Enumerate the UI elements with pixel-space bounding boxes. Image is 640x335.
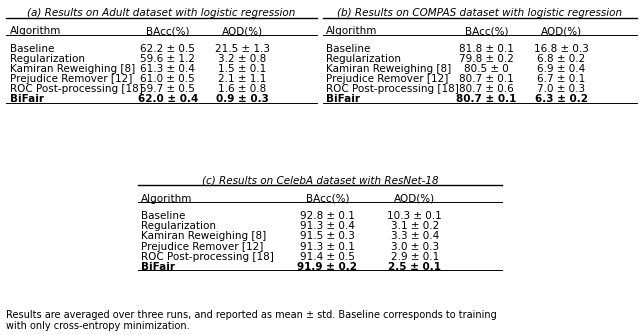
Text: BiFair: BiFair	[10, 94, 44, 104]
Text: BiFair: BiFair	[141, 262, 175, 272]
Text: 1.5 ± 0.1: 1.5 ± 0.1	[218, 64, 266, 74]
Text: 3.3 ± 0.4: 3.3 ± 0.4	[391, 231, 439, 242]
Text: 21.5 ± 1.3: 21.5 ± 1.3	[215, 44, 270, 54]
Text: Baseline: Baseline	[141, 211, 185, 221]
Text: 3.0 ± 0.3: 3.0 ± 0.3	[391, 242, 439, 252]
Text: 92.8 ± 0.1: 92.8 ± 0.1	[300, 211, 355, 221]
Text: 91.5 ± 0.3: 91.5 ± 0.3	[300, 231, 355, 242]
Text: 61.0 ± 0.5: 61.0 ± 0.5	[140, 74, 195, 84]
Text: Regularization: Regularization	[10, 54, 84, 64]
Text: 62.2 ± 0.5: 62.2 ± 0.5	[140, 44, 195, 54]
Text: Regularization: Regularization	[141, 221, 216, 231]
Text: (b) Results on COMPAS dataset with logistic regression: (b) Results on COMPAS dataset with logis…	[337, 8, 623, 18]
Text: 2.9 ± 0.1: 2.9 ± 0.1	[391, 252, 439, 262]
Text: BiFair: BiFair	[326, 94, 360, 104]
Text: 2.1 ± 1.1: 2.1 ± 1.1	[218, 74, 266, 84]
Text: Regularization: Regularization	[326, 54, 401, 64]
Text: 91.4 ± 0.5: 91.4 ± 0.5	[300, 252, 355, 262]
Text: 0.9 ± 0.3: 0.9 ± 0.3	[216, 94, 269, 104]
Text: 79.8 ± 0.2: 79.8 ± 0.2	[459, 54, 514, 64]
Text: ROC Post-processing [18]: ROC Post-processing [18]	[326, 84, 460, 94]
Text: Prejudice Remover [12]: Prejudice Remover [12]	[326, 74, 449, 84]
Text: 2.5 ± 0.1: 2.5 ± 0.1	[388, 262, 442, 272]
Text: 80.7 ± 0.1: 80.7 ± 0.1	[456, 94, 516, 104]
Text: 1.6 ± 0.8: 1.6 ± 0.8	[218, 84, 266, 94]
Text: AOD(%): AOD(%)	[394, 194, 435, 204]
Text: Kamiran Reweighing [8]: Kamiran Reweighing [8]	[10, 64, 135, 74]
Text: 6.8 ± 0.2: 6.8 ± 0.2	[538, 54, 586, 64]
Text: BAcc(%): BAcc(%)	[305, 194, 349, 204]
Text: 10.3 ± 0.1: 10.3 ± 0.1	[387, 211, 442, 221]
Text: 16.8 ± 0.3: 16.8 ± 0.3	[534, 44, 589, 54]
Text: 3.2 ± 0.8: 3.2 ± 0.8	[218, 54, 266, 64]
Text: 7.0 ± 0.3: 7.0 ± 0.3	[538, 84, 586, 94]
Text: AOD(%): AOD(%)	[541, 26, 582, 36]
Text: 80.5 ± 0: 80.5 ± 0	[464, 64, 509, 74]
Text: Baseline: Baseline	[326, 44, 371, 54]
Text: 59.6 ± 1.2: 59.6 ± 1.2	[140, 54, 195, 64]
Text: Kamiran Reweighing [8]: Kamiran Reweighing [8]	[326, 64, 452, 74]
Text: 80.7 ± 0.6: 80.7 ± 0.6	[459, 84, 514, 94]
Text: (c) Results on CelebA dataset with ResNet-18: (c) Results on CelebA dataset with ResNe…	[202, 176, 438, 186]
Text: Results are averaged over three runs, and reported as mean ± std. Baseline corre: Results are averaged over three runs, an…	[6, 310, 497, 331]
Text: ROC Post-processing [18]: ROC Post-processing [18]	[10, 84, 143, 94]
Text: Algorithm: Algorithm	[326, 26, 378, 36]
Text: Prejudice Remover [12]: Prejudice Remover [12]	[141, 242, 263, 252]
Text: 6.3 ± 0.2: 6.3 ± 0.2	[535, 94, 588, 104]
Text: 6.9 ± 0.4: 6.9 ± 0.4	[538, 64, 586, 74]
Text: (a) Results on Adult dataset with logistic regression: (a) Results on Adult dataset with logist…	[28, 8, 296, 18]
Text: BAcc(%): BAcc(%)	[465, 26, 508, 36]
Text: Algorithm: Algorithm	[10, 26, 61, 36]
Text: 59.7 ± 0.5: 59.7 ± 0.5	[140, 84, 195, 94]
Text: Baseline: Baseline	[10, 44, 54, 54]
Text: Kamiran Reweighing [8]: Kamiran Reweighing [8]	[141, 231, 266, 242]
Text: 91.3 ± 0.4: 91.3 ± 0.4	[300, 221, 355, 231]
Text: 81.8 ± 0.1: 81.8 ± 0.1	[459, 44, 514, 54]
Text: Prejudice Remover [12]: Prejudice Remover [12]	[10, 74, 132, 84]
Text: AOD(%): AOD(%)	[221, 26, 263, 36]
Text: 61.3 ± 0.4: 61.3 ± 0.4	[140, 64, 195, 74]
Text: 3.1 ± 0.2: 3.1 ± 0.2	[391, 221, 439, 231]
Text: ROC Post-processing [18]: ROC Post-processing [18]	[141, 252, 274, 262]
Text: 91.9 ± 0.2: 91.9 ± 0.2	[298, 262, 357, 272]
Text: 62.0 ± 0.4: 62.0 ± 0.4	[138, 94, 198, 104]
Text: 91.3 ± 0.1: 91.3 ± 0.1	[300, 242, 355, 252]
Text: Algorithm: Algorithm	[141, 194, 192, 204]
Text: 6.7 ± 0.1: 6.7 ± 0.1	[538, 74, 586, 84]
Text: BAcc(%): BAcc(%)	[146, 26, 189, 36]
Text: 80.7 ± 0.1: 80.7 ± 0.1	[459, 74, 514, 84]
